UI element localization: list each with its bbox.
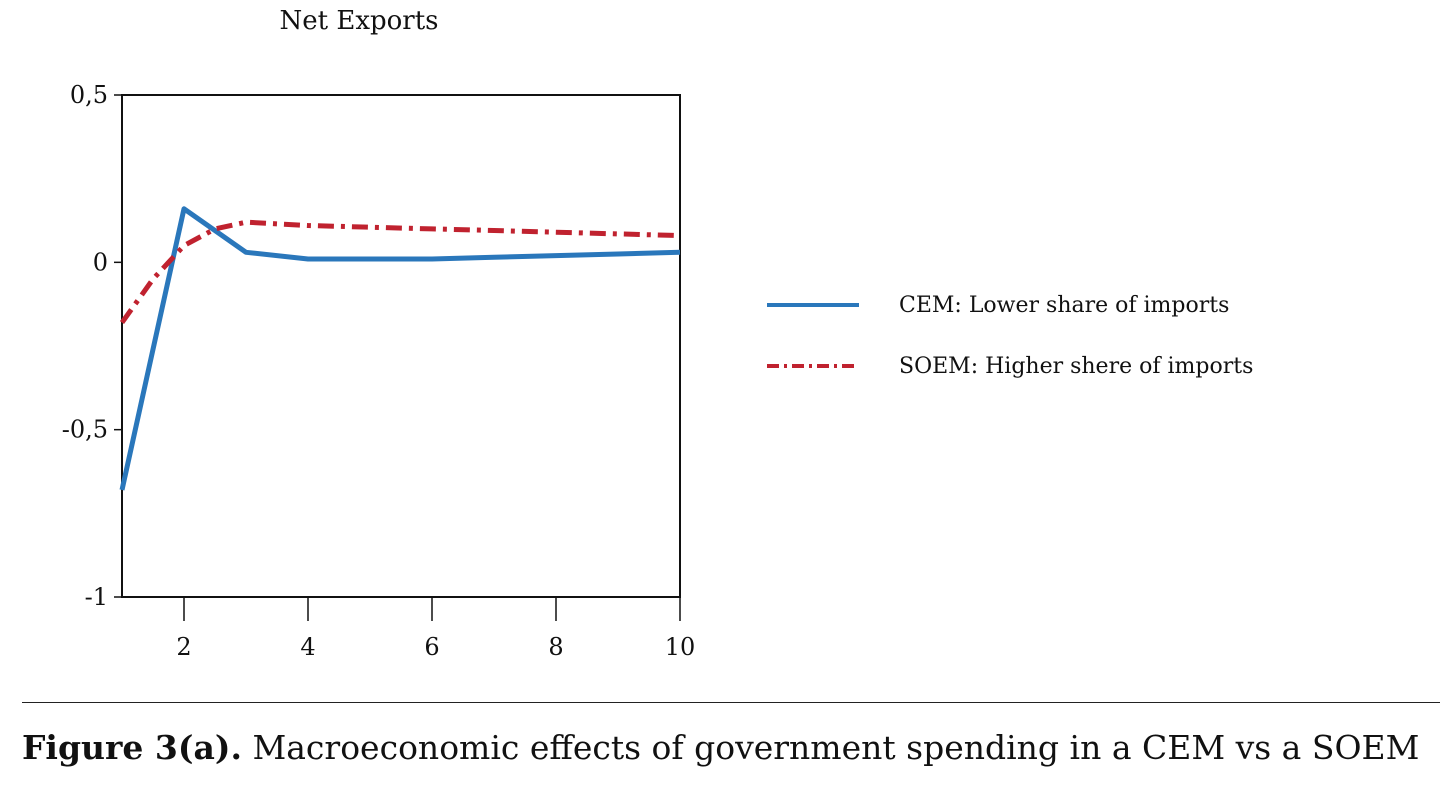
chart-title: Net Exports xyxy=(279,6,439,36)
legend-label-cem: CEM: Lower share of imports xyxy=(899,292,1230,318)
y-tick-label: 0,5 xyxy=(70,81,108,109)
legend-swatch-cem xyxy=(767,303,859,307)
series-line-0 xyxy=(119,206,681,491)
y-axis-ticks: 0,5 0 -0,5 -1 xyxy=(62,81,122,611)
x-tick-label: 6 xyxy=(424,633,439,661)
y-tick-label: -0,5 xyxy=(62,416,108,444)
x-tick-label: 8 xyxy=(548,633,563,661)
series-lines xyxy=(119,206,681,491)
y-tick-label: -1 xyxy=(85,583,108,611)
legend-item-cem: CEM: Lower share of imports xyxy=(765,285,1253,325)
caption-text: Macroeconomic effects of government spen… xyxy=(252,728,1420,767)
caption-divider xyxy=(22,702,1440,703)
legend-item-soem: SOEM: Higher shere of imports xyxy=(765,346,1253,386)
x-tick-label: 10 xyxy=(665,633,696,661)
x-axis-ticks: 2 4 6 8 10 xyxy=(176,597,695,661)
caption-label: Figure 3(a). xyxy=(22,728,242,767)
plot-frame xyxy=(121,94,681,598)
figure-caption: Figure 3(a). Macroeconomic effects of go… xyxy=(22,728,1419,767)
legend: CEM: Lower share of imports SOEM: Higher… xyxy=(765,285,1253,407)
x-tick-label: 2 xyxy=(176,633,191,661)
legend-label-soem: SOEM: Higher shere of imports xyxy=(899,353,1254,379)
legend-swatch-soem xyxy=(767,364,859,368)
series-line-1 xyxy=(119,219,681,325)
y-tick-label: 0 xyxy=(93,248,108,276)
x-tick-label: 4 xyxy=(300,633,315,661)
